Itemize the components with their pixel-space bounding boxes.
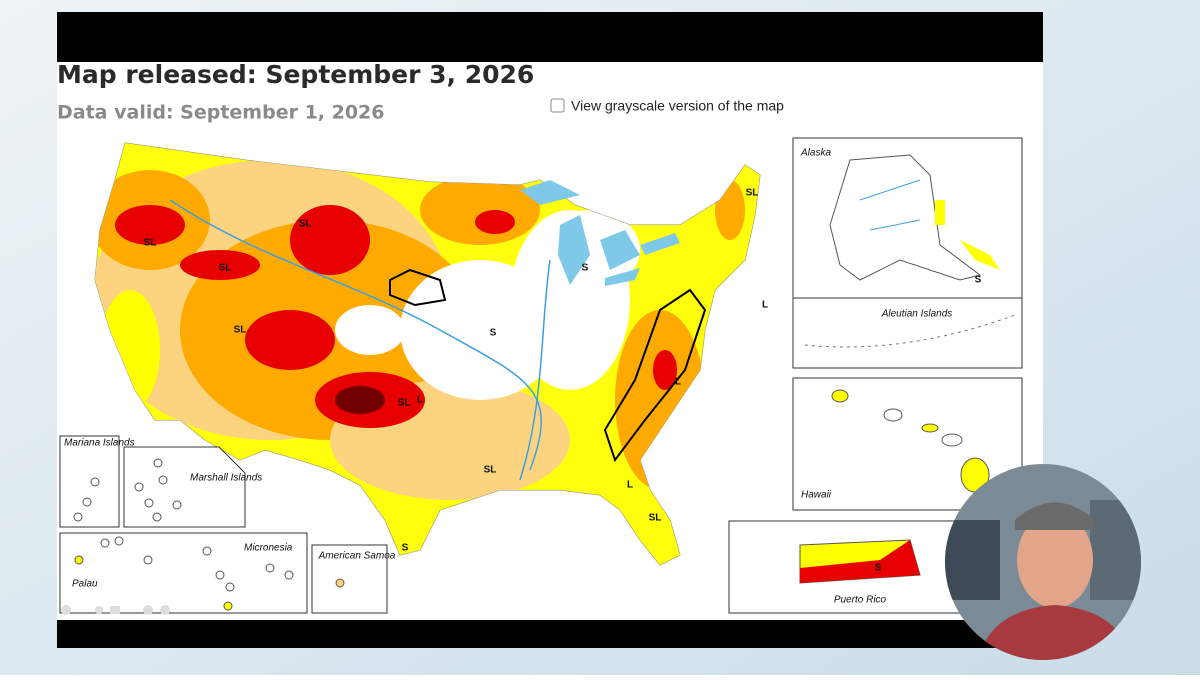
- inset-label: Aleutian Islands: [881, 309, 953, 320]
- hawaii-islands: [831, 389, 990, 493]
- cc-button[interactable]: [110, 606, 120, 614]
- impact-label: SL: [649, 513, 662, 524]
- forward-button[interactable]: [160, 605, 170, 615]
- impact-label: S: [875, 563, 882, 574]
- alaska-inset: [792, 137, 1023, 299]
- impact-label: SL: [144, 238, 157, 249]
- impact-label: L: [627, 480, 633, 491]
- inset-label: Micronesia: [244, 543, 293, 554]
- impact-label: SL: [299, 219, 312, 230]
- impact-label: SL: [219, 263, 232, 274]
- menu-button[interactable]: [143, 605, 153, 615]
- inset-label: Alaska: [800, 148, 831, 159]
- impact-label: SL: [484, 465, 497, 476]
- inset-label: Palau: [72, 579, 98, 590]
- webcam: [945, 464, 1141, 660]
- impact-label: S: [402, 543, 409, 554]
- aleutian-inset: [792, 297, 1023, 369]
- release-date: Map released: September 3, 2026: [57, 60, 534, 89]
- pacific-islands: [73, 458, 345, 611]
- impact-label: SL: [746, 188, 759, 199]
- inset-label: American Samoa: [318, 551, 396, 562]
- us-map: [94, 142, 761, 566]
- impact-label: L: [417, 395, 423, 406]
- impact-label: SL: [398, 398, 411, 409]
- marshall-inset: [123, 446, 246, 528]
- grayscale-option[interactable]: View grayscale version of the map: [571, 98, 784, 114]
- impact-label: S: [975, 275, 982, 286]
- back-button[interactable]: [61, 605, 71, 615]
- inset-label: Marshall Islands: [190, 473, 262, 484]
- micronesia-inset: [59, 532, 308, 614]
- video-toolbar: [61, 605, 170, 615]
- inset-label: Puerto Rico: [834, 595, 887, 606]
- inset-label: Hawaii: [801, 490, 832, 501]
- impact-label: S: [582, 263, 589, 274]
- valid-date: Data valid: September 1, 2026: [57, 102, 385, 124]
- impact-label: S: [490, 328, 497, 339]
- puerto-rico-drought: [800, 540, 920, 583]
- mariana-inset: [59, 435, 120, 528]
- samoa-inset: [311, 544, 388, 614]
- impact-label: L: [762, 300, 768, 311]
- video-bottom-bar: [57, 620, 1043, 648]
- impact-label: SL: [234, 325, 247, 336]
- impact-label: L: [675, 377, 681, 388]
- search-button[interactable]: [95, 606, 103, 614]
- checkbox[interactable]: [550, 98, 565, 113]
- inset-label: Mariana Islands: [64, 438, 135, 449]
- video-top-bar: [57, 12, 1043, 62]
